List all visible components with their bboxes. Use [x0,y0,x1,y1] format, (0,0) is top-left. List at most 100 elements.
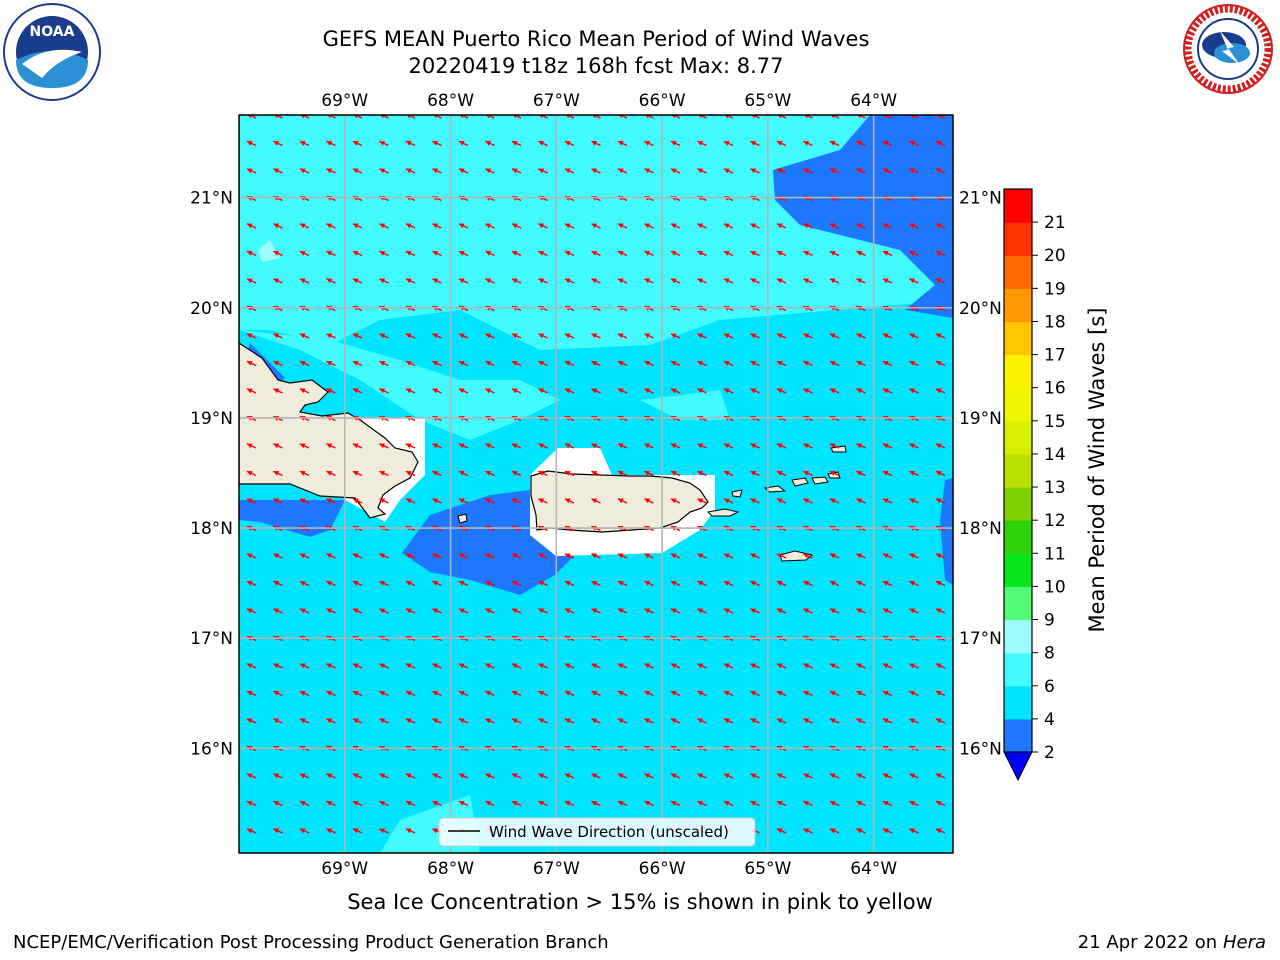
wave-direction-arrow [246,140,257,147]
wave-direction-arrow [432,470,442,477]
wave-direction-arrow [246,278,257,284]
wave-direction-arrow [591,115,601,119]
wave-direction-arrow [723,115,734,119]
wave-direction-arrow [829,580,840,587]
wave-direction-arrow [379,388,389,394]
wave-direction-arrow [803,773,813,779]
wave-direction-arrow [352,115,363,119]
wave-direction-arrow [882,773,893,779]
wave-direction-arrow [723,663,734,669]
wave-direction-arrow [485,278,495,284]
lat-tick-label: 16°N [190,739,233,759]
wave-direction-arrow [246,580,257,587]
wave-direction-arrow [644,223,654,229]
wave-direction-arrow [591,580,601,587]
wave-direction-arrow [538,800,548,807]
wave-direction-arrow [405,663,416,669]
wave-direction-arrow [882,250,893,257]
wave-direction-arrow [644,498,654,504]
wave-direction-arrow [723,773,734,779]
wave-direction-arrow [246,168,257,174]
wave-direction-arrow [458,498,469,504]
wave-direction-arrow [935,690,946,697]
wave-direction-arrow [273,333,283,339]
lat-tick-label: 19°N [190,409,233,429]
colorbar-segment [1004,255,1032,289]
colorbar-tick-label: 16 [1044,379,1066,399]
wave-direction-arrow [935,140,946,147]
wave-direction-arrow [644,443,654,449]
wave-direction-arrow [299,690,310,697]
wave-direction-arrow [538,140,548,147]
wave-direction-arrow [882,115,893,119]
wave-direction-arrow [352,498,363,504]
wave-direction-arrow [432,333,442,339]
wave-direction-arrow [644,800,654,807]
wave-direction-arrow [909,580,919,587]
wave-direction-arrow [352,388,363,394]
wave-direction-arrow [856,773,866,779]
wave-direction-arrow [405,250,416,257]
wave-direction-arrow [299,360,310,367]
wave-direction-arrow [379,498,389,504]
wave-direction-arrow [352,800,363,807]
wave-direction-arrow [803,333,813,339]
wave-direction-arrow [432,388,442,394]
wave-direction-arrow [697,333,707,339]
wave-direction-arrow [670,718,681,724]
lat-tick-label: 17°N [190,629,233,649]
wave-direction-arrow [273,718,283,724]
wave-direction-arrow [432,553,442,559]
lat-tick-label: 21°N [190,189,233,209]
wave-direction-arrow [538,498,548,504]
wave-direction-arrow [697,580,707,587]
wave-direction-arrow [776,800,787,807]
wave-direction-arrow [299,773,310,779]
colorbar-segment [1004,685,1032,720]
wave-direction-arrow [882,663,893,669]
wave-direction-arrow [697,553,707,559]
wave-direction-arrow [299,718,310,724]
wave-direction-arrow [458,773,469,779]
wave-direction-arrow [326,250,336,257]
credit-text: NCEP/EMC/Verification Post Processing Pr… [13,932,609,953]
wave-direction-arrow [485,800,495,807]
wave-direction-arrow [511,580,522,587]
wave-direction-arrow [458,690,469,697]
colorbar-tick-label: 20 [1044,246,1066,266]
wave-direction-arrow [909,828,919,834]
wave-direction-arrow [829,498,840,504]
wave-direction-arrow [829,470,840,477]
colorbar-tick-label: 19 [1044,279,1066,299]
wave-direction-arrow [458,608,469,614]
lon-tick-label: 64°W [850,91,897,111]
wave-direction-arrow [697,800,707,807]
wave-direction-arrow [352,608,363,614]
wave-direction-arrow [909,168,919,174]
wave-direction-arrow [591,663,601,669]
wave-direction-arrow [405,608,416,614]
wave-direction-arrow [750,718,760,724]
wave-direction-arrow [432,800,442,807]
wave-direction-arrow [591,470,601,477]
wave-direction-arrow [379,690,389,697]
wave-direction-arrow [803,250,813,257]
wave-direction-arrow [432,580,442,587]
wave-direction-arrow [670,388,681,394]
wave-direction-arrow [697,663,707,669]
wave-direction-arrow [829,828,840,834]
wind-wave-arrows [246,115,946,834]
wave-direction-arrow [776,360,787,367]
colorbar-segment [1004,354,1032,389]
wave-direction-arrow [485,388,495,394]
wave-direction-arrow [511,443,522,449]
wave-direction-arrow [538,115,548,119]
lon-tick-label: 68°W [427,859,474,879]
wave-direction-arrow [829,140,840,147]
wave-direction-arrow [670,553,681,559]
wave-direction-arrow [273,800,283,807]
wave-direction-arrow [379,168,389,174]
wave-direction-arrow [511,115,522,119]
wave-direction-arrow [591,553,601,559]
wave-direction-arrow [538,388,548,394]
